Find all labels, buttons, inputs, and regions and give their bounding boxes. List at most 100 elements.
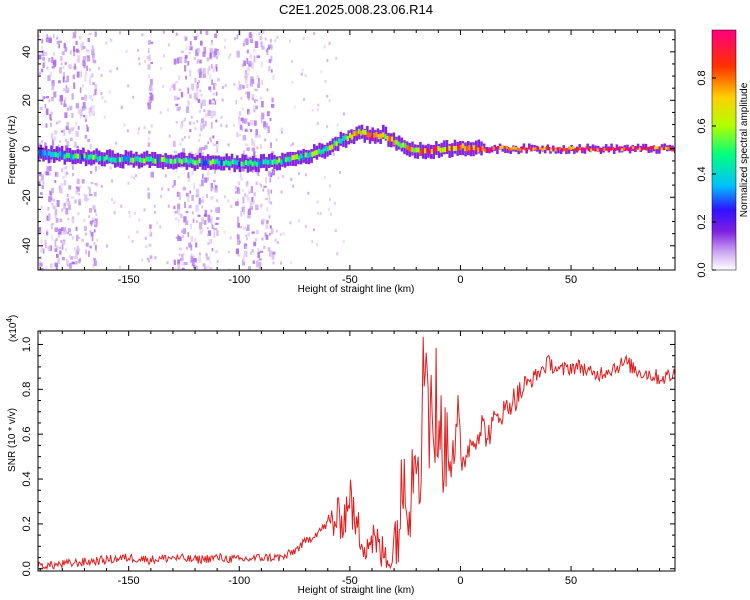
noise-speck [150,171,154,178]
noise-speck [67,228,71,233]
ridge-halo [278,156,282,171]
noise-speck [201,147,206,151]
noise-speck [73,49,76,57]
noise-speck [181,256,184,260]
ridge-halo [445,140,449,155]
noise-speck [207,141,209,145]
noise-speck [263,245,266,249]
noise-speck [66,121,69,128]
ridge-cell [592,147,595,151]
noise-speck [41,50,45,57]
noise-speck [66,141,70,147]
noise-speck [70,162,73,166]
noise-speck [51,234,53,241]
ridge-cell [335,141,338,147]
noise-speck [68,204,72,211]
noise-speck [251,168,254,173]
noise-speck [86,65,88,71]
noise-speck [61,243,64,250]
noise-speck [51,56,54,64]
noise-speck [48,196,52,203]
noise-speck [153,204,156,208]
ridge-cell [83,153,86,159]
noise-speck [92,82,95,86]
noise-speck [261,45,265,50]
ridge-cell [645,147,648,151]
noise-speck [199,133,202,137]
noise-speck [279,233,282,237]
noise-speck [197,58,200,62]
ridge-cell [136,156,139,162]
ridge-cell [461,143,464,149]
ridge-cell [428,149,431,155]
noise-speck [75,253,79,260]
noise-speck [203,46,207,54]
noise-speck [198,139,201,143]
noise-speck [196,188,200,196]
noise-speck [196,84,198,92]
noise-speck [244,69,248,76]
noise-speck [147,259,150,263]
noise-speck [91,217,95,221]
noise-speck [85,118,87,123]
ridge-cell [300,153,303,159]
ridge-cell [295,154,298,160]
noise-speck [77,236,81,239]
noise-speck [57,232,61,238]
noise-speck [257,247,260,252]
noise-speck [195,49,199,57]
noise-speck [194,79,197,83]
noise-speck [216,260,219,264]
ridge-cell [231,159,234,165]
noise-speck [173,150,177,154]
noise-speck [60,62,63,66]
x-tick-label: 0 [457,274,463,286]
ridge-cell [543,147,546,151]
ridge-halo [591,144,595,151]
ridge-cell [176,157,179,163]
noise-speck [197,149,201,156]
noise-speck [262,218,266,222]
noise-speck [270,69,273,73]
ridge-halo [504,147,507,154]
noise-speck [249,189,252,193]
noise-speck [195,204,199,212]
ridge-halo [509,147,512,154]
x-tick-label: 0 [457,575,463,587]
noise-speck [227,143,230,147]
noise-speck [204,220,207,225]
noise-speck [82,101,86,109]
ridge-cell [596,148,599,152]
ridge-halo [451,143,454,158]
noise-speck [91,48,95,56]
ridge-cell [346,136,349,142]
noise-speck [65,197,68,204]
noise-speck [271,251,276,255]
noise-speck [252,104,255,112]
ridge-cell [229,161,232,167]
snr-y-multiplier: (x104) [5,315,19,342]
noise-speck [259,36,263,41]
noise-speck [262,188,265,192]
ridge-cell [583,147,586,151]
noise-speck [212,66,216,73]
colorbar-tick-label: 0.0 [696,262,708,277]
noise-speck [210,41,214,46]
noise-speck [266,111,270,117]
noise-speck [93,242,96,245]
ridge-cell [269,159,272,165]
noise-speck [180,213,183,219]
ridge-cell [337,138,341,144]
noise-speck [258,261,262,269]
noise-speck [83,226,87,232]
ridge-cell [320,149,323,155]
noise-speck [245,91,248,95]
y-tick-label: 0.0 [21,561,33,576]
snr-y-axis-label: SNR (10 * v/v) [7,408,18,472]
noise-speck [100,184,103,188]
noise-speck [84,106,87,110]
ridge-cell [578,146,582,150]
noise-speck [39,106,43,110]
noise-speck [193,57,196,61]
noise-speck [89,68,92,72]
